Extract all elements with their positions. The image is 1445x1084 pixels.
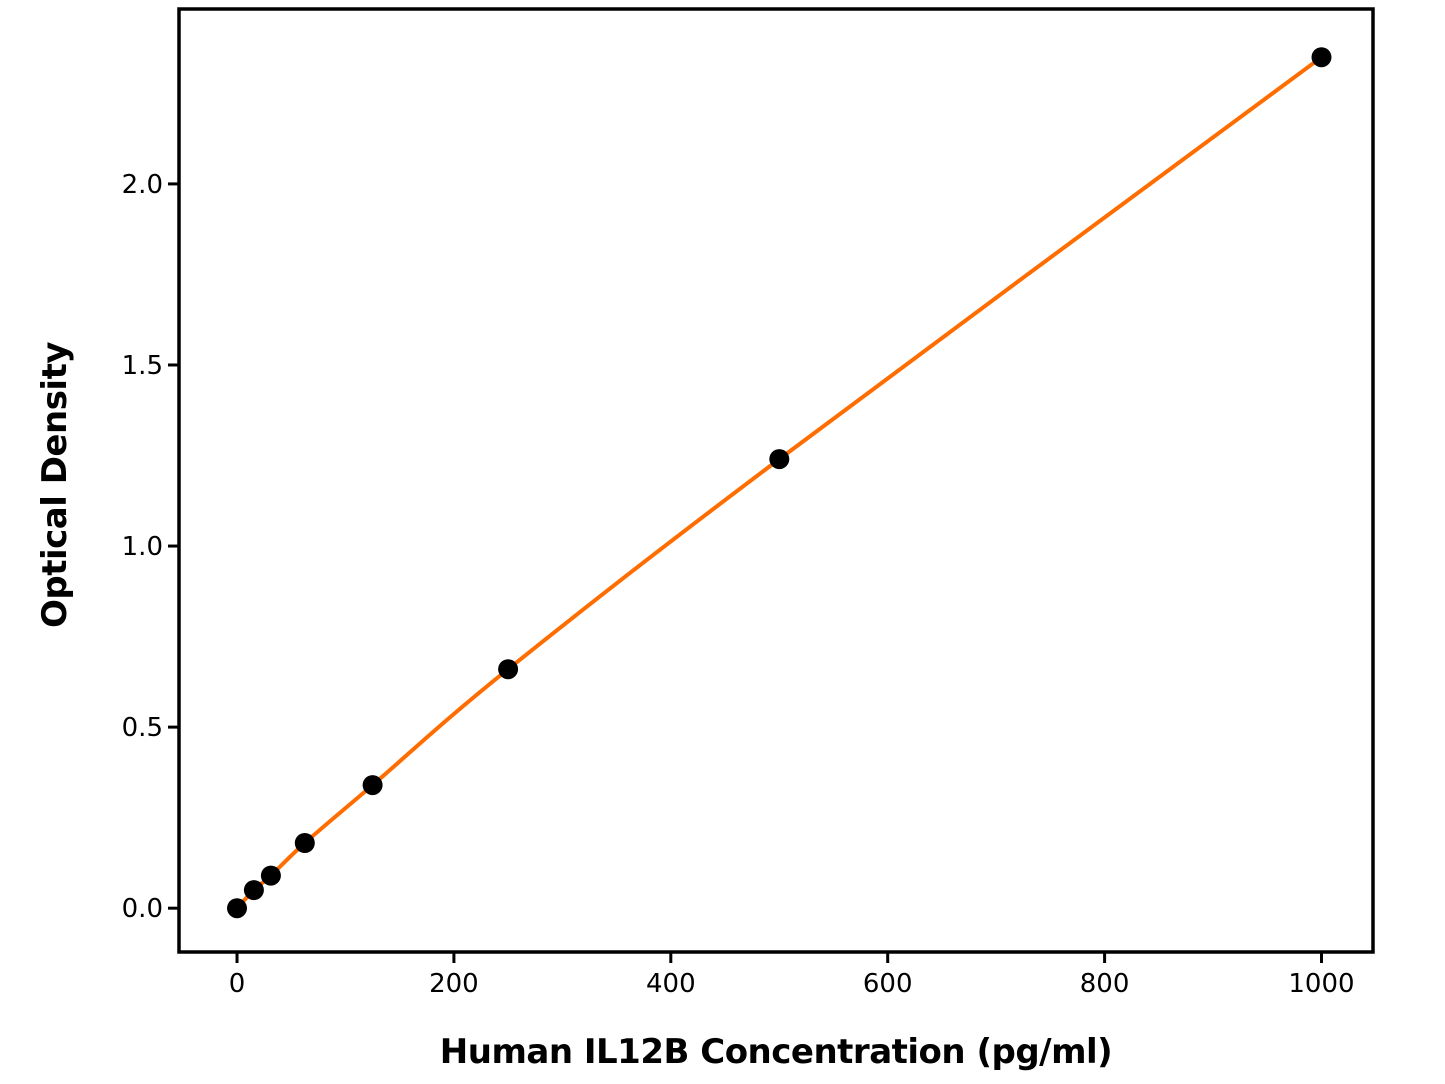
fitted-curve-line xyxy=(235,55,1324,911)
data-point-marker xyxy=(769,449,790,470)
x-tick-label: 800 xyxy=(1080,969,1130,999)
y-axis-title: Optical Density xyxy=(35,341,75,629)
data-point-marker xyxy=(498,659,519,680)
data-point-marker xyxy=(1311,47,1332,68)
data-point-marker xyxy=(362,775,383,796)
data-point-marker xyxy=(260,865,281,886)
x-tick-label: 600 xyxy=(863,969,913,999)
y-tick-label: 1.5 xyxy=(122,351,163,381)
axes-spines xyxy=(177,7,1375,954)
x-tick-label: 1000 xyxy=(1288,969,1354,999)
data-point-marker xyxy=(294,833,315,853)
x-axis-title: Human IL12B Concentration (pg/ml) xyxy=(439,1032,1113,1072)
data-point-marker xyxy=(227,898,247,919)
x-tick-label: 400 xyxy=(646,969,696,999)
y-tick-label: 0.5 xyxy=(122,713,163,743)
y-tick-label: 2.0 xyxy=(122,170,163,200)
y-tick-label: 1.0 xyxy=(122,532,163,562)
x-tick-label: 0 xyxy=(229,969,246,999)
data-point-marker xyxy=(243,880,264,901)
x-tick-label: 200 xyxy=(429,969,479,999)
y-tick-label: 0.0 xyxy=(122,894,163,924)
